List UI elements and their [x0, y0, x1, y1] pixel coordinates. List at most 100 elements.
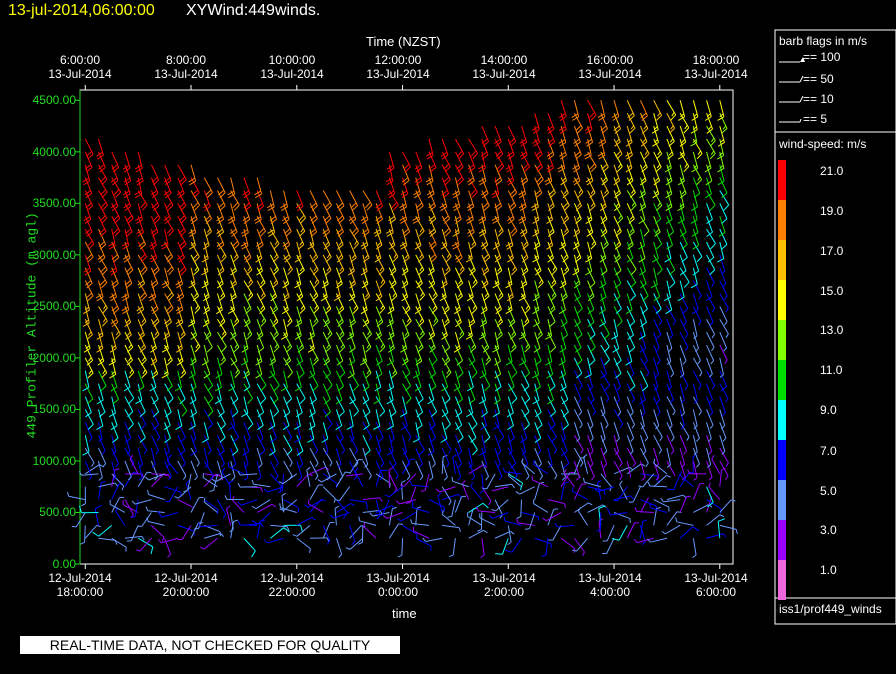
wind-barb-feather [108, 245, 116, 250]
wind-barb [269, 203, 278, 224]
wind-barb-feather [349, 332, 354, 337]
wind-barb-feather [657, 151, 661, 156]
wind-barb-feather [641, 167, 648, 173]
wind-barb [164, 538, 172, 558]
wind-barb-feather [353, 384, 359, 392]
wind-barb-feather [435, 488, 440, 493]
wind-barb-feather [99, 357, 104, 362]
wind-barb-shaft [270, 524, 288, 528]
wind-barb-feather [179, 176, 186, 183]
wind-barb-feather [408, 436, 412, 442]
wind-barb [157, 510, 178, 518]
wind-barb [639, 190, 647, 212]
wind-barb-feather [549, 411, 556, 418]
wind-barb-feather [614, 451, 619, 455]
wind-barb-shaft [610, 511, 628, 516]
wind-barb-shaft [267, 537, 284, 544]
wind-barb-feather [494, 257, 502, 263]
wind-barb-shaft [267, 486, 284, 493]
wind-barb-feather [425, 177, 433, 183]
wind-barb-feather [547, 128, 555, 134]
wind-barb [161, 332, 169, 353]
wind-barb [534, 151, 543, 173]
wind-barb [532, 383, 540, 405]
wind-barb [242, 435, 250, 456]
wind-barb-shaft [639, 525, 646, 542]
wind-barb [412, 500, 430, 513]
wind-barb-feather [469, 360, 476, 366]
wind-barb-feather [143, 449, 148, 454]
wind-barb-feather [286, 357, 290, 362]
wind-barb-shaft [270, 527, 284, 539]
wind-barb [84, 151, 93, 173]
wind-barb-feather [575, 229, 580, 234]
wind-barb-feather [103, 305, 107, 310]
wind-barb-feather [338, 554, 343, 558]
wind-barb-feather [273, 243, 280, 250]
wind-barb [335, 370, 344, 392]
wind-barb-feather [655, 177, 659, 182]
wind-barb-feather [638, 219, 646, 224]
wind-barb-shaft [640, 497, 649, 513]
wind-barb [600, 422, 606, 443]
wind-barb-feather [399, 216, 407, 222]
wind-barb-feather [247, 281, 254, 288]
wind-barb-feather [417, 347, 424, 353]
wind-barb-feather [218, 280, 223, 285]
wind-barb-feather [363, 386, 370, 392]
wind-barb [163, 164, 172, 186]
wind-barb-shaft [203, 447, 209, 465]
wind-barb [197, 522, 218, 528]
wind-barb [177, 422, 186, 443]
wind-barb [494, 293, 502, 315]
wind-barb-feather [523, 267, 528, 272]
wind-barb [373, 409, 381, 430]
wind-barb-feather [287, 372, 293, 379]
wind-barb-feather [510, 462, 517, 469]
wind-barb-feather [654, 231, 661, 237]
wind-barb-feather [86, 240, 93, 247]
wind-barb [269, 331, 280, 353]
wind-barb [441, 331, 451, 353]
wind-barb-shaft [283, 499, 299, 509]
wind-barb-shaft [613, 306, 623, 322]
wind-barb-feather [83, 180, 91, 186]
wind-barb-feather [121, 293, 129, 299]
wind-barb [309, 190, 318, 211]
wind-barb-feather [313, 292, 317, 297]
wind-barb-shaft [362, 434, 371, 451]
wind-barb-feather [667, 386, 672, 391]
wind-barb-feather [681, 257, 688, 263]
wind-barb-shaft [560, 482, 566, 500]
wind-barb-shaft [573, 319, 583, 335]
wind-barb-shaft [470, 486, 483, 500]
wind-barb-feather [216, 216, 223, 222]
wind-barb-feather [591, 241, 595, 246]
wind-barb-feather [389, 218, 396, 224]
wind-barb-shaft [98, 409, 104, 427]
wind-barb-shaft [190, 357, 196, 375]
wind-barb-feather [506, 245, 514, 250]
wind-barb-shaft [415, 460, 424, 477]
wind-barb-feather [549, 203, 554, 208]
wind-barb-feather [590, 189, 595, 195]
wind-barb-feather [481, 244, 489, 250]
wind-barb [164, 396, 172, 418]
wind-barb-feather [152, 179, 160, 186]
wind-barb-shaft [640, 280, 649, 297]
wind-barb [230, 447, 237, 468]
wind-barb-feather [419, 476, 424, 481]
wind-barb-feather [164, 218, 171, 224]
wind-barb-shaft [587, 486, 605, 491]
wind-barb-shaft [415, 508, 418, 526]
wind-barb [600, 177, 610, 199]
wind-barb-feather [478, 229, 486, 234]
wind-barb [335, 447, 342, 468]
wind-barb-feather [458, 333, 465, 340]
wind-barb-feather [376, 321, 384, 328]
wind-barb [679, 526, 700, 539]
wind-barb [190, 293, 201, 314]
wind-barb [507, 435, 513, 455]
wind-barb-shaft [437, 495, 443, 513]
wind-barb-feather [574, 268, 579, 272]
